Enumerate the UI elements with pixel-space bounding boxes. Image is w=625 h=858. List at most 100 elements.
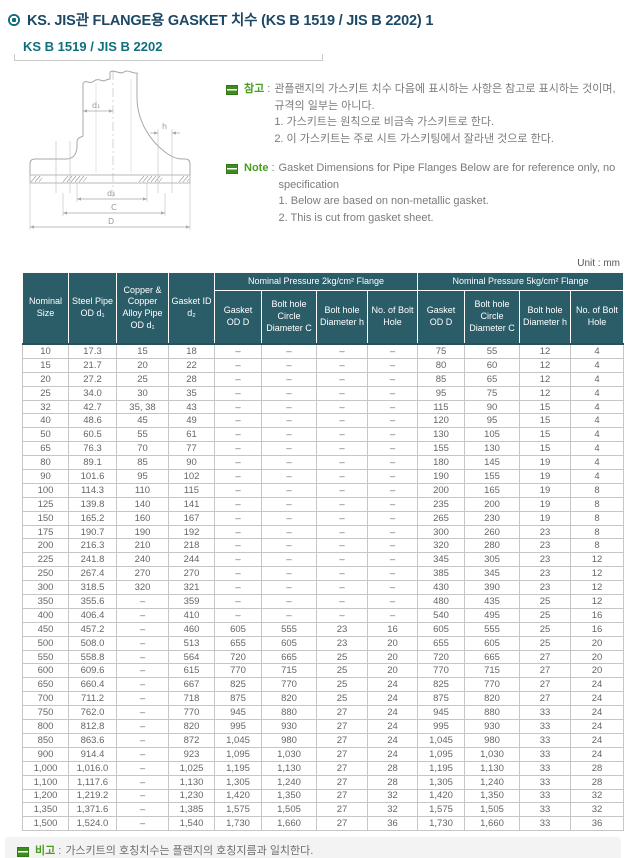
note-kr-label: 참고 [244,83,265,95]
table-cell: 27 [519,663,571,679]
table-cell: – [214,607,262,623]
table-cell: 980 [261,732,317,748]
col-2kg-bolt-count: No. of Bolt Hole [367,290,418,345]
table-cell: 90 [464,399,520,415]
table-cell: 1,420 [214,788,262,804]
table-cell: 61 [168,427,215,443]
col-gasket-id: Gasket ID d₂ [168,272,215,345]
table-cell: 130 [417,427,465,443]
table-cell: 1,350 [261,788,317,804]
table-cell: – [316,552,368,568]
table-cell: 995 [417,719,465,734]
table-cell: 145 [464,455,520,471]
table-cell: – [316,607,368,623]
table-cell: 770 [168,705,215,721]
table-cell: 1,045 [214,732,262,748]
table-cell: 12 [570,594,624,609]
table-cell: 42.7 [68,399,117,415]
table-cell: 20 [116,357,169,373]
table-cell: 457.2 [68,621,117,637]
table-cell: – [116,732,169,748]
table-row: 750 762.0–770 945 880 27 24 945 880 33 24 [22,705,624,721]
table-cell: 345 [464,566,520,582]
table-cell: – [316,399,368,415]
table-cell: 1,095 [214,746,262,762]
table-cell: – [316,455,368,471]
table-cell: 95 [464,413,520,429]
table-cell: – [316,524,368,540]
table-cell: 863.6 [68,732,117,748]
table-row: 1,100 1,117.6–1,130 1,305 1,240 27 28 1,305 1,2… [22,774,624,790]
table-cell: 24 [570,677,624,693]
table-cell: – [367,385,418,401]
table-cell: 27 [316,760,368,776]
dim-label-c: C [111,203,117,212]
table-cell: – [316,538,368,554]
table-cell: 820 [464,691,520,707]
table-row: 40 48.6 45 49– – – –120 95 15 4 [22,413,624,429]
table-cell: 480 [417,594,465,609]
table-cell: 28 [367,774,418,790]
dim-label-d2: d₂ [107,189,115,198]
table-cell: 23 [519,524,571,540]
table-cell: 615 [168,663,215,679]
table-cell: 508.0 [68,635,117,651]
table-cell: 85 [116,455,169,471]
table-cell: 24 [570,746,624,762]
table-cell: – [214,524,262,540]
table-cell: 33 [519,760,571,776]
table-cell: – [367,580,418,596]
table-cell: – [261,385,317,401]
table-cell: 4 [570,399,624,415]
table-row: 700 711.2–718 875 820 25 24 875 820 27 24 [22,691,624,707]
table-cell: 900 [22,746,69,762]
footer-note-korean: 비고 : 가스키트의 호칭치수는 플랜지의 호칭지름과 일치한다. [17,843,609,858]
table-cell: 23 [519,566,571,582]
table-cell: 555 [261,621,317,637]
table-cell: 125 [22,496,69,512]
table-cell: 40 [22,413,69,429]
table-cell: 390 [464,580,520,596]
table-cell: 25 [519,607,571,623]
table-cell: – [367,607,418,623]
table-cell: 175 [22,524,69,540]
table-cell: 715 [464,663,520,679]
note-kr-body: 관플랜지의 가스키트 치수 다음에 표시하는 사항은 참고로 표시하는 것이며,… [274,81,617,147]
table-cell: 25 [519,635,571,651]
table-cell: – [116,649,169,665]
table-cell: – [116,635,169,651]
table-cell: – [367,538,418,554]
table-cell: 930 [261,719,317,734]
table-cell: – [116,691,169,707]
table-cell: 27 [316,719,368,734]
col-5kg-bolt-count: No. of Bolt Hole [570,290,624,345]
table-cell: 1,350 [464,788,520,804]
table-cell: 24 [570,705,624,721]
table-cell: 155 [464,469,520,484]
note-en-body: Gasket Dimensions for Pipe Flanges Below… [279,160,617,226]
table-row: 300 318.5 320 321– – – –430 390 23 12 [22,580,624,596]
table-cell: 1,371.6 [68,802,117,818]
table-cell: 1,505 [464,802,520,818]
table-head: Nominal Size Steel Pipe OD d₁ Copper & C… [22,272,624,345]
table-cell: – [367,524,418,540]
table-cell: – [214,441,262,457]
table-cell: 825 [214,677,262,693]
table-cell: – [367,510,418,526]
table-cell: – [116,816,169,832]
table-cell: – [261,594,317,609]
table-cell: – [316,496,368,512]
table-cell: 225 [22,552,69,568]
table-cell: 115 [168,482,215,498]
table-cell: 43 [168,399,215,415]
table-cell: – [116,621,169,637]
table-cell: – [316,482,368,498]
table-cell: 200 [464,496,520,512]
note-en-intro: Gasket Dimensions for Pipe Flanges Below… [278,162,616,191]
table-cell: 167 [168,510,215,526]
table-cell: 130 [464,441,520,457]
table-row: 125 139.8 140 141– – – –235 200 19 8 [22,496,624,512]
dim-label-h: h [162,122,167,131]
table-cell: 4 [570,427,624,443]
table-cell: – [316,566,368,582]
